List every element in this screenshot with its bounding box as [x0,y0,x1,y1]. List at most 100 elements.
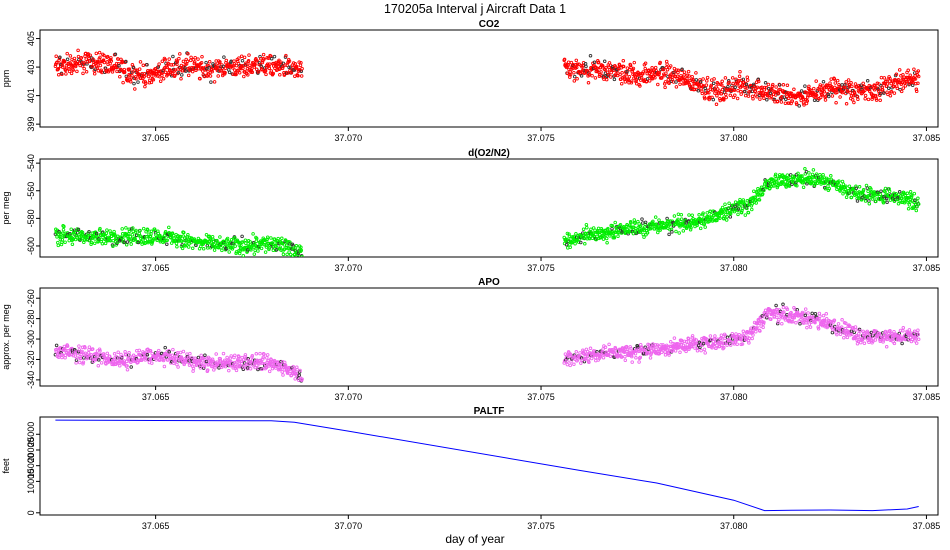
data-point [761,322,766,326]
data-point [717,89,722,93]
data-point [75,235,79,240]
data-point [789,310,793,315]
data-point [592,60,597,65]
data-point [692,87,697,92]
data-point [168,356,172,361]
data-point [848,91,852,95]
data-point [796,171,800,176]
data-point [846,89,850,94]
data-point [566,239,571,243]
data-point [601,355,606,360]
data-point [56,355,61,360]
data-point [785,83,790,88]
plot-area [53,167,921,257]
data-point [299,61,303,65]
data-point [879,189,883,193]
data-point [192,60,197,64]
data-point [611,66,615,71]
data-point [682,70,687,74]
data-point [643,61,648,66]
data-point [184,69,188,73]
data-point [638,224,643,228]
data-point [916,328,920,332]
data-point [175,62,179,67]
data-point [759,88,764,93]
data-point [609,70,613,75]
data-point [115,361,119,366]
data-point [629,221,633,225]
x-tick-label: 37.075 [527,392,555,402]
data-point [820,178,825,182]
data-point [661,67,666,72]
series-line [55,419,919,512]
data-point [280,365,284,369]
data-point [844,80,848,84]
data-point [136,360,140,364]
data-point [284,243,289,248]
data-point [829,84,834,89]
data-point [654,222,659,227]
data-point [146,228,150,232]
data-point [810,172,815,177]
data-point [854,328,858,332]
data-point [609,75,613,79]
data-point [225,236,230,241]
data-point [901,77,906,81]
data-point [911,80,915,85]
data-point [844,195,849,199]
data-point [223,241,227,246]
data-point [678,82,682,87]
data-point [83,345,87,350]
data-point [165,238,169,242]
data-point [122,240,127,244]
data-point [265,353,270,357]
data-point [234,368,239,373]
data-point [803,84,807,88]
data-point [201,356,206,360]
data-point [672,66,677,71]
data-point [874,98,879,102]
data-point [124,226,128,230]
data-point [600,64,605,68]
data-point [588,53,593,58]
data-point [145,62,149,67]
data-point [596,60,601,65]
data-point [668,340,673,344]
data-point [766,310,770,315]
data-point [278,245,282,249]
x-tick-label: 37.070 [335,133,363,143]
data-point [814,93,819,97]
data-point [112,229,116,234]
data-point [177,56,181,61]
data-point [785,173,790,177]
data-point [665,67,670,72]
data-point [621,58,626,63]
data-point [299,248,304,253]
data-point [269,56,274,61]
data-point [84,234,89,239]
data-point [190,69,195,74]
data-point [711,81,716,86]
data-point [171,63,176,67]
data-point [280,370,284,374]
data-point [829,77,833,81]
data-point [774,303,778,308]
data-point [909,195,914,200]
y-tick-label: -280 [26,310,36,328]
data-point [265,235,270,239]
data-point [186,245,191,249]
data-point [262,57,266,61]
data-point [601,347,605,351]
data-point [779,100,784,104]
data-point [634,356,638,360]
data-point [60,72,64,77]
data-point [248,65,252,70]
data-point [723,76,728,80]
data-point [221,64,226,69]
data-point [616,234,620,238]
data-point [719,92,724,96]
data-point [77,348,82,352]
data-point [60,237,65,242]
data-point [702,347,707,352]
